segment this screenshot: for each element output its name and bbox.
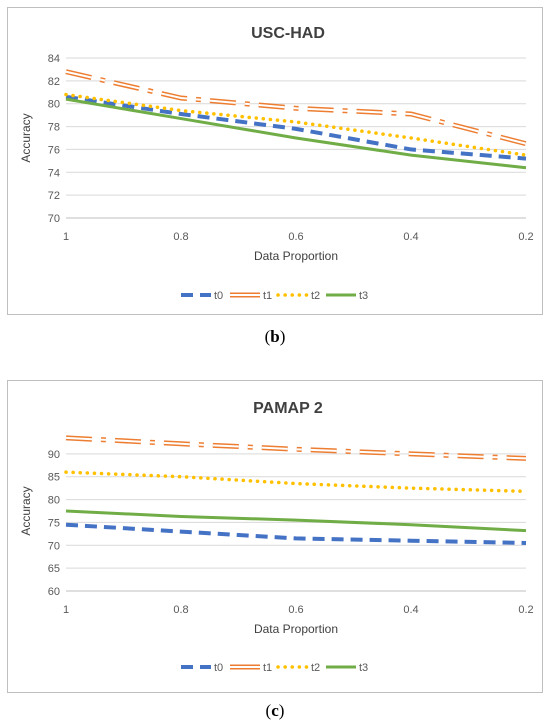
usc-had-chart: USC-HAD 70 72 74 76 78 80 82 84 1 0.8 0.6 0.4 0.2 Data…: [19, 25, 534, 302]
y-tick-label: 80: [48, 495, 60, 507]
chart-title: PAMAP 2: [253, 400, 323, 417]
legend-label: t0: [214, 662, 223, 674]
legend-item-t3: t3: [326, 290, 368, 302]
legend-label: t3: [359, 662, 368, 674]
x-tick-label: 0.6: [288, 604, 303, 616]
series-line-t0: [65, 94, 527, 161]
legend-item-t2: t2: [276, 290, 320, 302]
x-tick-label: 1: [63, 231, 69, 243]
series-line-t0: [65, 522, 527, 545]
x-tick-label: 0.8: [173, 231, 188, 243]
y-tick-label: 85: [48, 472, 60, 484]
chart-frame-usc-had: USC-HAD 70 72 74 76 78 80 82 84 1 0.8 0.6 0.4 0.2 Data…: [7, 7, 543, 315]
y-tick-label: 65: [48, 563, 60, 575]
x-tick-label: 0.4: [403, 604, 418, 616]
y-tick-label: 80: [48, 99, 60, 111]
x-axis-label: Data Proportion: [254, 249, 338, 263]
legend-item-t0: t0: [181, 290, 223, 302]
legend-label: t1: [263, 290, 272, 302]
series-line-t3: [65, 97, 527, 170]
x-tick-label: 0.4: [403, 231, 418, 243]
y-axis-label: Accuracy: [19, 113, 33, 162]
x-axis-label: Data Proportion: [254, 622, 338, 636]
x-tick-label: 0.2: [518, 604, 533, 616]
y-tick-label: 70: [48, 213, 60, 225]
legend-item-t1: t1: [230, 290, 272, 302]
caption-c: (c): [265, 701, 285, 720]
chart-frame-pamap2: PAMAP 2 60 65 70 75 80 85 90 1 0.8 0.6 0.4 0.2 Data P…: [7, 380, 543, 693]
series-line-t1: [65, 435, 527, 461]
y-tick-label: 75: [48, 517, 60, 529]
x-tick-label: 0.6: [288, 231, 303, 243]
y-axis-label: Accuracy: [19, 486, 33, 535]
caption-b: (b): [264, 327, 286, 346]
y-tick-label: 70: [48, 540, 60, 552]
y-tick-label: 90: [48, 449, 60, 461]
y-tick-label: 78: [48, 122, 60, 134]
x-tick-label: 1: [63, 604, 69, 616]
legend-item-t0: t0: [181, 662, 223, 674]
legend-item-t2: t2: [276, 662, 320, 674]
legend-label: t2: [311, 662, 320, 674]
series-line-t2: [64, 470, 528, 494]
legend-label: t1: [263, 662, 272, 674]
y-tick-label: 82: [48, 76, 60, 88]
legend-label: t0: [214, 290, 223, 302]
y-tick-label: 84: [48, 53, 60, 65]
y-tick-label: 74: [48, 167, 60, 179]
series-line-t2: [64, 92, 528, 157]
series-line-t1: [65, 69, 527, 147]
legend-label: t2: [311, 290, 320, 302]
pamap2-chart: PAMAP 2 60 65 70 75 80 85 90 1 0.8 0.6 0.4 0.2 Data P…: [19, 400, 534, 674]
series-line-t3: [65, 509, 527, 533]
x-tick-label: 0.8: [173, 604, 188, 616]
chart-title: USC-HAD: [251, 25, 325, 42]
y-tick-label: 76: [48, 144, 60, 156]
legend-item-t3: t3: [326, 662, 368, 674]
legend-label: t3: [359, 290, 368, 302]
y-tick-label: 72: [48, 190, 60, 202]
x-tick-label: 0.2: [518, 231, 533, 243]
legend-item-t1: t1: [230, 662, 272, 674]
y-tick-label: 60: [48, 586, 60, 598]
